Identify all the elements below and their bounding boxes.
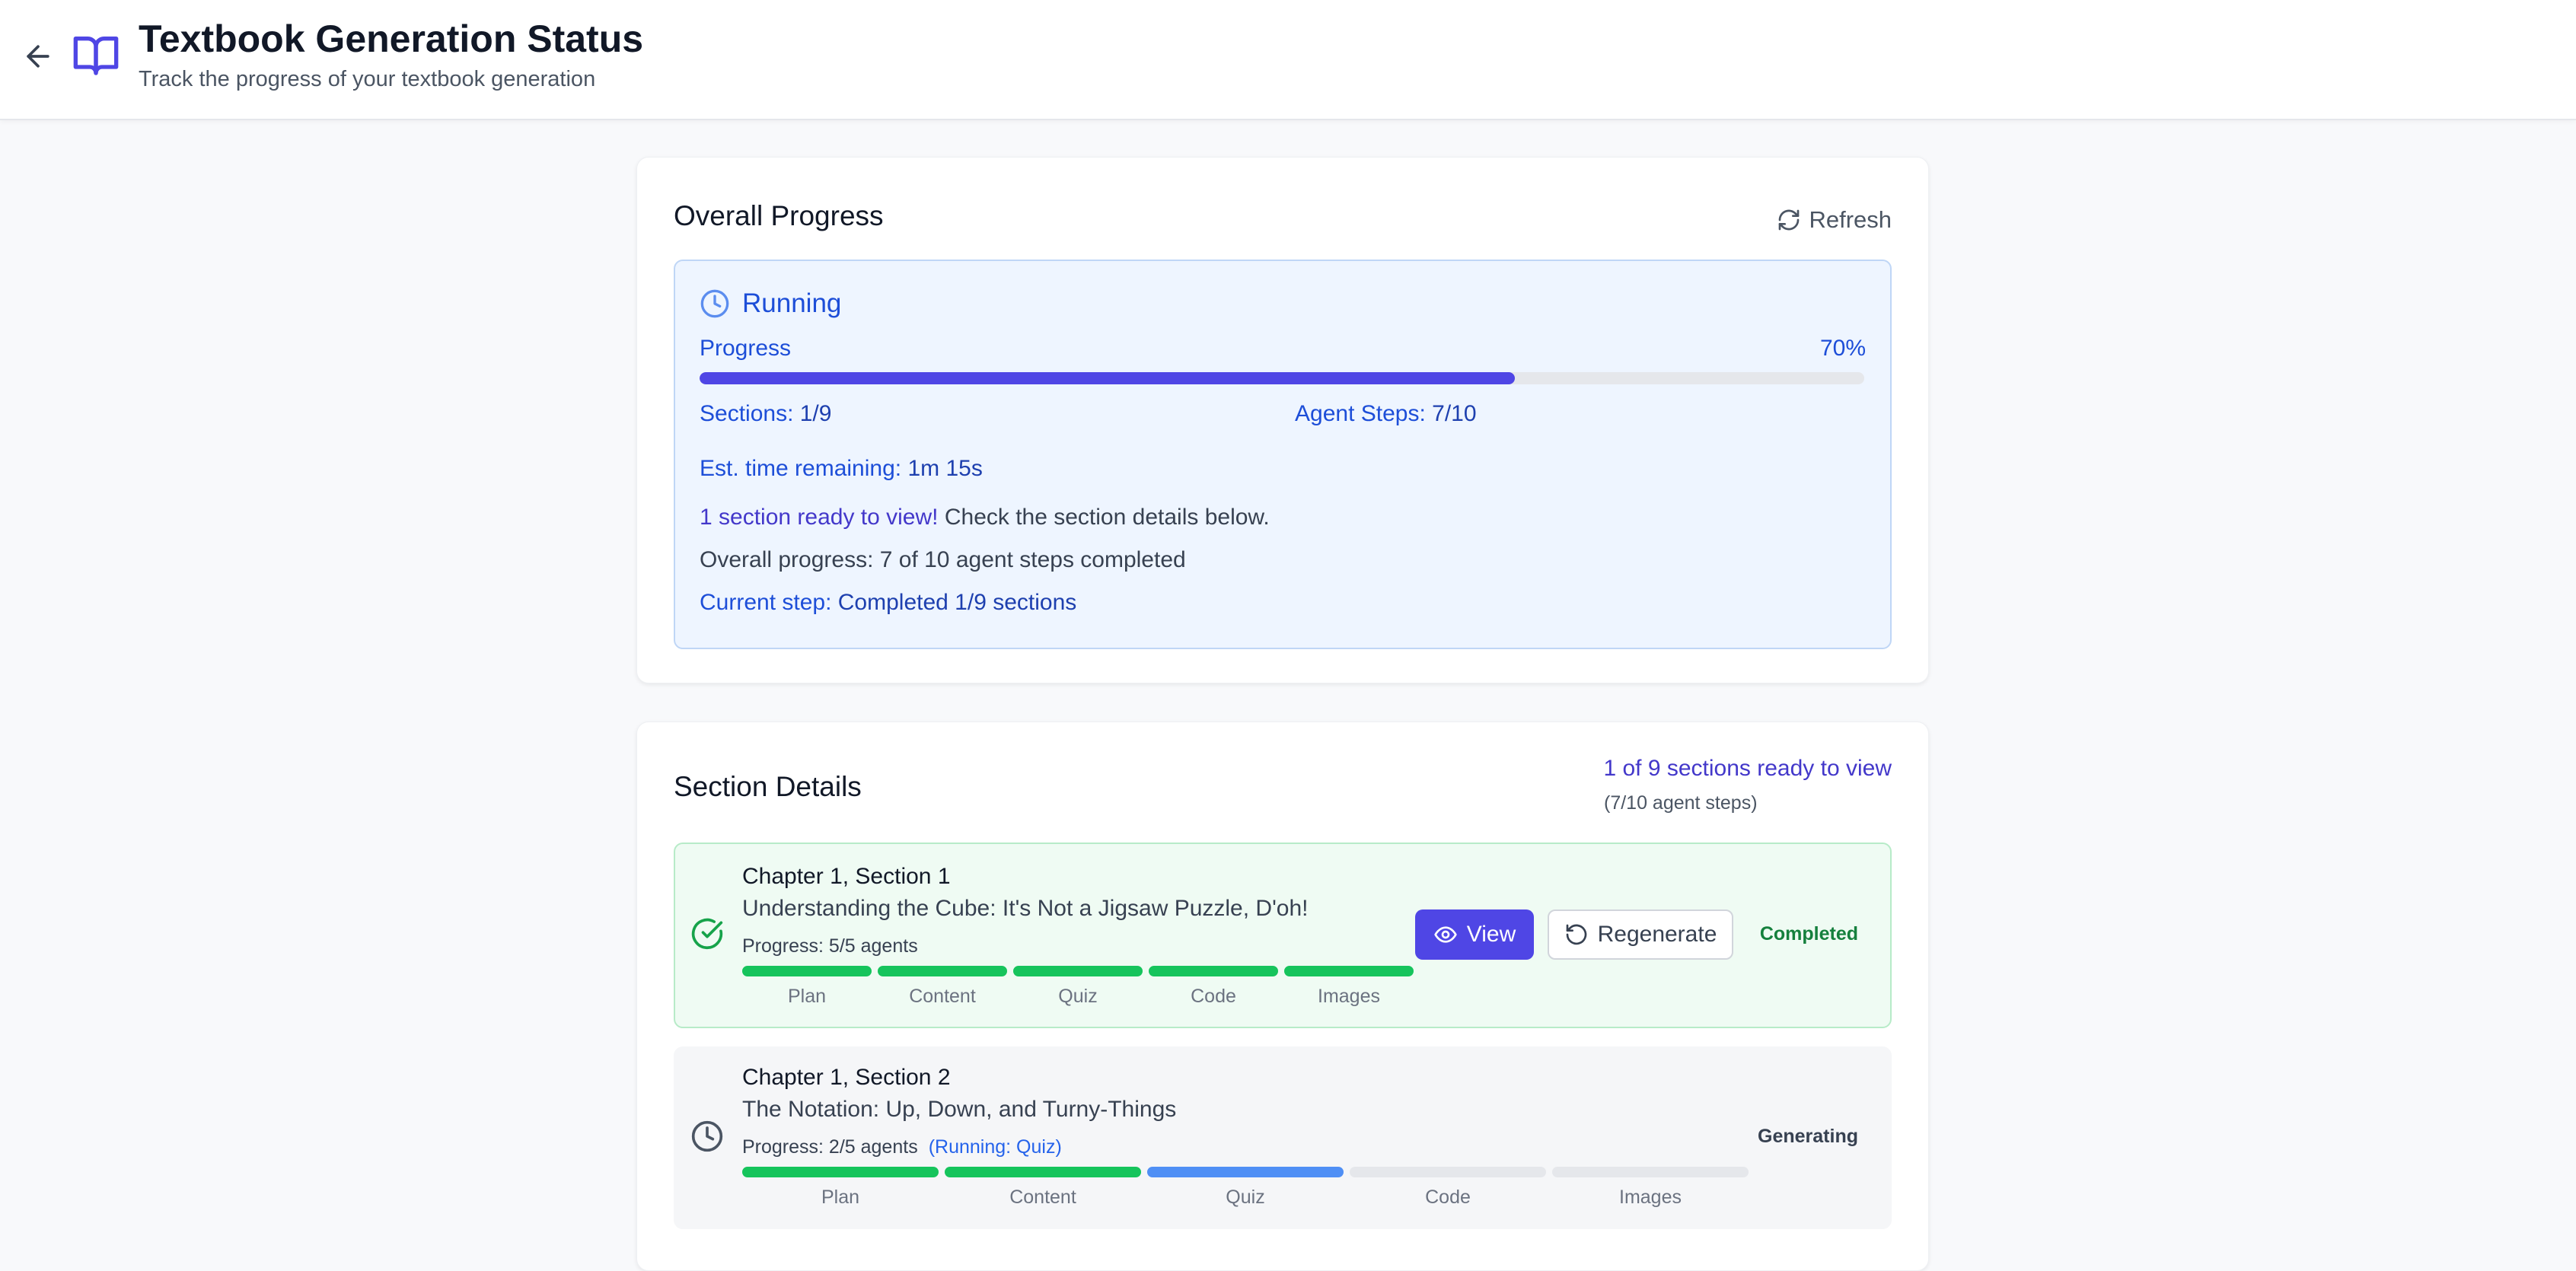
page-subtitle: Track the progress of your textbook gene…: [139, 67, 596, 91]
agent-step-bar: [878, 966, 1007, 976]
est-time-value: 1m 15s: [907, 456, 983, 481]
sections-key: Sections:: [700, 401, 794, 426]
agent-step-label: Images: [1318, 986, 1380, 1007]
ready-message-rest: Check the section details below.: [944, 505, 1270, 530]
section-details-card: Section Details 1 of 9 sections ready to…: [636, 722, 1929, 1271]
agent-steps-key: Agent Steps:: [1295, 401, 1426, 426]
view-button[interactable]: View: [1415, 909, 1534, 960]
rotate-ccw-icon: [1564, 922, 1589, 947]
section-progress-text: Progress: 2/5 agents: [742, 1136, 918, 1158]
section-row: Chapter 1, Section 2 The Notation: Up, D…: [674, 1046, 1892, 1229]
progress-label: Progress: [700, 336, 792, 361]
status-badge: Completed: [1759, 923, 1858, 944]
refresh-button[interactable]: Refresh: [1777, 202, 1892, 238]
regenerate-label: Regenerate: [1597, 922, 1717, 947]
progress-bar: [700, 372, 1864, 384]
section-name: The Notation: Up, Down, and Turny-Things: [742, 1097, 1177, 1122]
refresh-label: Refresh: [1809, 206, 1892, 233]
sections-count: Sections: 1/9: [700, 401, 831, 427]
overall-progress-card: Overall Progress Refresh Running Progres…: [636, 157, 1929, 683]
refresh-icon: [1777, 208, 1801, 232]
sections-value: 1/9: [799, 401, 832, 426]
ready-message: 1 section ready to view! Check the secti…: [700, 505, 1270, 530]
agent-step-bar: [1284, 966, 1414, 976]
agent-step-content: Content: [878, 966, 1007, 1008]
section-progress-line: Progress: 2/5 agents (Running: Quiz): [742, 1136, 1062, 1158]
agent-step-code: Code: [1350, 1167, 1546, 1209]
agent-step-label: Content: [909, 986, 976, 1007]
agent-step-label: Content: [1009, 1187, 1076, 1208]
agent-step-images: Images: [1552, 1167, 1749, 1209]
agent-step-bar: [1350, 1167, 1546, 1177]
section-chapter: Chapter 1, Section 1: [742, 864, 951, 889]
agent-steps-count: Agent Steps: 7/10: [1295, 401, 1477, 427]
agent-step-quiz: Quiz: [1147, 1167, 1344, 1209]
eye-icon: [1433, 922, 1458, 947]
agent-step-label: Quiz: [1058, 986, 1098, 1007]
book-open-icon: [72, 30, 120, 79]
est-time-key: Est. time remaining:: [700, 456, 902, 481]
sections-steps-summary: (7/10 agent steps): [1604, 792, 1758, 814]
status-row: Running: [700, 288, 841, 319]
agent-step-label: Code: [1191, 986, 1236, 1007]
section-progress-text: Progress: 5/5 agents: [742, 935, 918, 957]
check-circle-icon: [690, 917, 724, 951]
agent-steps: Plan Content Quiz Code Images: [742, 1167, 1749, 1209]
agent-step-code: Code: [1149, 966, 1278, 1008]
agent-steps-value: 7/10: [1432, 401, 1477, 426]
overall-progress-line: Overall progress: 7 of 10 agent steps co…: [700, 547, 1186, 572]
est-time-remaining: Est. time remaining: 1m 15s: [700, 456, 983, 482]
sections-ready-summary: 1 of 9 sections ready to view: [1603, 756, 1892, 781]
current-step-value: Completed 1/9 sections: [837, 590, 1077, 615]
agent-step-bar: [742, 1167, 939, 1177]
arrow-left-icon[interactable]: [21, 40, 55, 73]
status-label: Running: [742, 288, 842, 318]
status-panel: Running Progress 70% Sections: 1/9 Agent…: [674, 260, 1892, 649]
agent-step-label: Plan: [821, 1187, 860, 1208]
section-name: Understanding the Cube: It's Not a Jigsa…: [742, 896, 1309, 921]
section-chapter: Chapter 1, Section 2: [742, 1065, 951, 1090]
agent-steps: Plan Content Quiz Code Images: [742, 966, 1414, 1008]
page-title: Textbook Generation Status: [139, 18, 644, 60]
agent-step-label: Quiz: [1226, 1187, 1265, 1208]
agent-step-bar: [742, 966, 872, 976]
clock-icon: [690, 1120, 724, 1153]
section-row: Chapter 1, Section 1 Understanding the C…: [674, 843, 1892, 1028]
overall-progress-title: Overall Progress: [674, 200, 884, 231]
regenerate-button[interactable]: Regenerate: [1548, 909, 1733, 960]
agent-step-plan: Plan: [742, 1167, 939, 1209]
current-step-key: Current step:: [700, 590, 832, 615]
agent-step-bar: [945, 1167, 1141, 1177]
agent-step-quiz: Quiz: [1013, 966, 1143, 1008]
agent-step-plan: Plan: [742, 966, 872, 1008]
agent-step-label: Images: [1619, 1187, 1682, 1208]
agent-step-label: Code: [1425, 1187, 1471, 1208]
current-step: Current step: Completed 1/9 sections: [700, 590, 1076, 616]
view-label: View: [1466, 922, 1516, 947]
progress-bar-fill: [700, 372, 1515, 384]
agent-step-label: Plan: [787, 986, 827, 1007]
agent-step-images: Images: [1284, 966, 1414, 1008]
progress-percent: 70%: [1819, 336, 1866, 361]
agent-step-bar: [1149, 966, 1278, 976]
running-agent-text: (Running: Quiz): [928, 1136, 1062, 1158]
agent-step-bar: [1147, 1167, 1344, 1177]
top-bar: Textbook Generation Status Track the pro…: [0, 0, 2576, 120]
section-details-title: Section Details: [674, 771, 862, 802]
status-badge: Generating: [1758, 1126, 1858, 1147]
ready-message-strong: 1 section ready to view!: [700, 505, 939, 530]
clock-icon: [700, 288, 730, 319]
agent-step-content: Content: [945, 1167, 1141, 1209]
agent-step-bar: [1013, 966, 1143, 976]
agent-step-bar: [1552, 1167, 1749, 1177]
